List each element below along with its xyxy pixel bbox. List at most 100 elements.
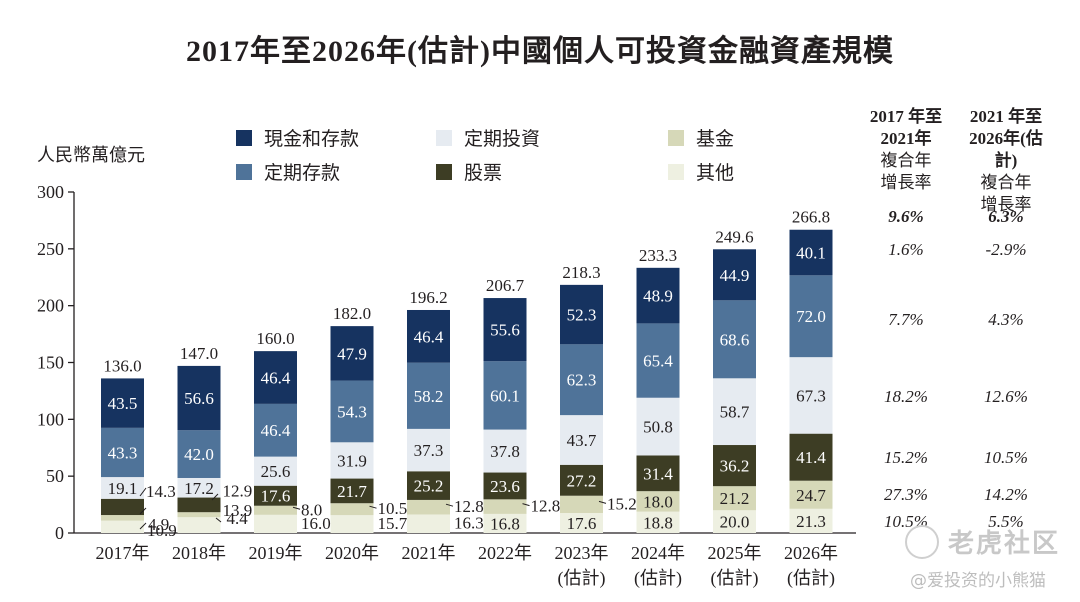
bar-total-label: 160.0 <box>256 329 294 348</box>
bar-segment-4 <box>713 300 756 379</box>
segment-label: 21.7 <box>337 482 367 501</box>
leader-line <box>369 505 377 509</box>
tiger-logo-icon <box>905 525 939 559</box>
bar-segment-5 <box>101 378 144 428</box>
segment-label: 56.6 <box>184 389 214 408</box>
segment-label: 37.3 <box>414 441 444 460</box>
legend-swatch <box>436 129 452 146</box>
bar-segment-1 <box>407 499 450 515</box>
legend-item: 其他 <box>668 158 734 185</box>
legend-item: 現金和存款 <box>236 124 359 151</box>
segment-label: 4.4 <box>227 509 249 528</box>
bar-segment-5 <box>407 309 450 363</box>
bar-segment-5 <box>483 298 527 362</box>
cagr-header-line: 2021 年至 <box>969 107 1043 126</box>
bar-segment-4 <box>254 403 297 457</box>
segment-label: 25.2 <box>414 477 444 496</box>
segment-label: 62.3 <box>567 371 597 390</box>
segment-label: 21.2 <box>720 489 750 508</box>
x-tick-sublabel: (估計) <box>711 568 759 589</box>
legend-swatch <box>436 163 452 180</box>
y-tick-label: 0 <box>55 523 64 543</box>
cagr-value: 10.5% <box>884 512 928 531</box>
cagr-value: -2.9% <box>985 240 1027 259</box>
legend-label: 股票 <box>464 163 503 184</box>
cagr-header-line: 複合年 <box>980 173 1032 192</box>
segment-label: 50.8 <box>643 418 673 437</box>
bar-segment-2 <box>713 445 756 487</box>
segment-label: 36.2 <box>720 457 750 476</box>
bar-segment-4 <box>407 362 450 429</box>
segment-label: 12.8 <box>531 497 561 516</box>
bar-segment-3 <box>407 428 450 472</box>
chart-title: 2017年至2026年(估計)中國個人可投資金融資產規模 <box>186 35 894 68</box>
bar-segment-2 <box>330 478 374 504</box>
x-tick-label: 2023年 <box>555 543 609 563</box>
segment-label: 46.4 <box>261 369 291 388</box>
bar-segment-3 <box>560 415 603 465</box>
bar-total-label: 218.3 <box>562 263 600 282</box>
bar-segment-2 <box>407 471 450 500</box>
legend-item: 基金 <box>668 124 734 151</box>
legend-label: 其他 <box>696 163 735 184</box>
bar-segment-3 <box>330 442 374 479</box>
bar-segment-5 <box>636 267 680 324</box>
bar-segment-0 <box>713 510 756 533</box>
bar-total-label: 249.6 <box>715 227 753 246</box>
x-tick-label: 2021年 <box>402 543 456 563</box>
bar-segment-5 <box>789 229 833 276</box>
bar-segment-2 <box>483 472 527 500</box>
segment-label: 17.6 <box>567 514 597 533</box>
legend-swatch <box>236 129 252 146</box>
legend-item: 股票 <box>436 158 502 185</box>
cagr-value: 15.2% <box>884 448 928 467</box>
segment-label: 16.8 <box>490 514 520 533</box>
leader-line <box>139 487 147 497</box>
bar-segment-3 <box>177 477 221 498</box>
segment-label: 16.3 <box>454 514 484 533</box>
segment-label: 46.4 <box>261 421 291 440</box>
bar-segment-2 <box>101 498 144 516</box>
bar-segment-1 <box>254 505 297 515</box>
cagr-value: 14.2% <box>984 485 1028 504</box>
x-tick-label: 2024年 <box>631 543 685 563</box>
segment-label: 15.7 <box>378 514 408 533</box>
segment-label: 40.1 <box>796 244 826 263</box>
cagr-value: 10.5% <box>984 448 1028 467</box>
bar-segment-2 <box>560 464 603 496</box>
x-tick-label: 2019年 <box>249 543 303 563</box>
cagr-value: 1.6% <box>888 240 924 259</box>
bar-segment-5 <box>330 326 374 381</box>
cagr-header-line: 2026年(估計) <box>969 129 1043 170</box>
legend-item: 定期投資 <box>436 124 540 151</box>
bar-segment-1 <box>789 480 833 509</box>
cagr-value: 5.5% <box>988 512 1024 531</box>
segment-label: 43.3 <box>108 443 138 462</box>
cagr-header-line: 複合年 <box>880 151 932 170</box>
segment-label: 20.0 <box>720 513 750 532</box>
segment-label: 10.5 <box>378 499 408 518</box>
cagr-value: 6.3% <box>988 207 1024 226</box>
bar-segment-4 <box>789 275 833 358</box>
bar-segment-4 <box>483 361 527 430</box>
leader-line <box>139 522 147 530</box>
bar-segment-3 <box>789 357 833 434</box>
x-tick-sublabel: (估計) <box>558 568 606 589</box>
bar-total-label: 206.7 <box>486 276 525 295</box>
bar-total-label: 136.0 <box>103 356 141 375</box>
bar-segment-0 <box>330 515 374 533</box>
bar-segment-1 <box>636 491 680 512</box>
segment-label: 15.2 <box>607 494 637 513</box>
bar-segment-3 <box>636 397 680 456</box>
watermark-brand: 老虎社区 <box>948 529 1061 559</box>
leader-line <box>598 500 607 504</box>
segment-label: 13.9 <box>223 501 253 520</box>
segment-label: 23.6 <box>490 477 520 496</box>
x-tick-label: 2020年 <box>325 543 379 563</box>
cagr-value: 27.3% <box>884 485 928 504</box>
segment-label: 65.4 <box>643 352 673 371</box>
segment-label: 72.0 <box>796 307 826 326</box>
bar-segment-4 <box>101 427 144 478</box>
bar-segment-3 <box>254 456 297 486</box>
